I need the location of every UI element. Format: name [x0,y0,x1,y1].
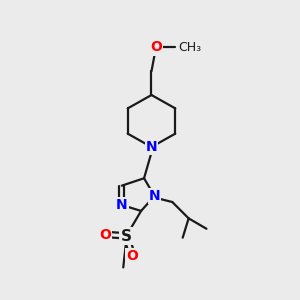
Text: O: O [150,40,162,55]
Text: CH₃: CH₃ [178,41,201,54]
Text: O: O [126,249,138,263]
Text: O: O [99,228,111,242]
Text: N: N [146,140,157,154]
Text: N: N [148,189,160,203]
Text: N: N [116,198,128,212]
Text: S: S [121,229,132,244]
